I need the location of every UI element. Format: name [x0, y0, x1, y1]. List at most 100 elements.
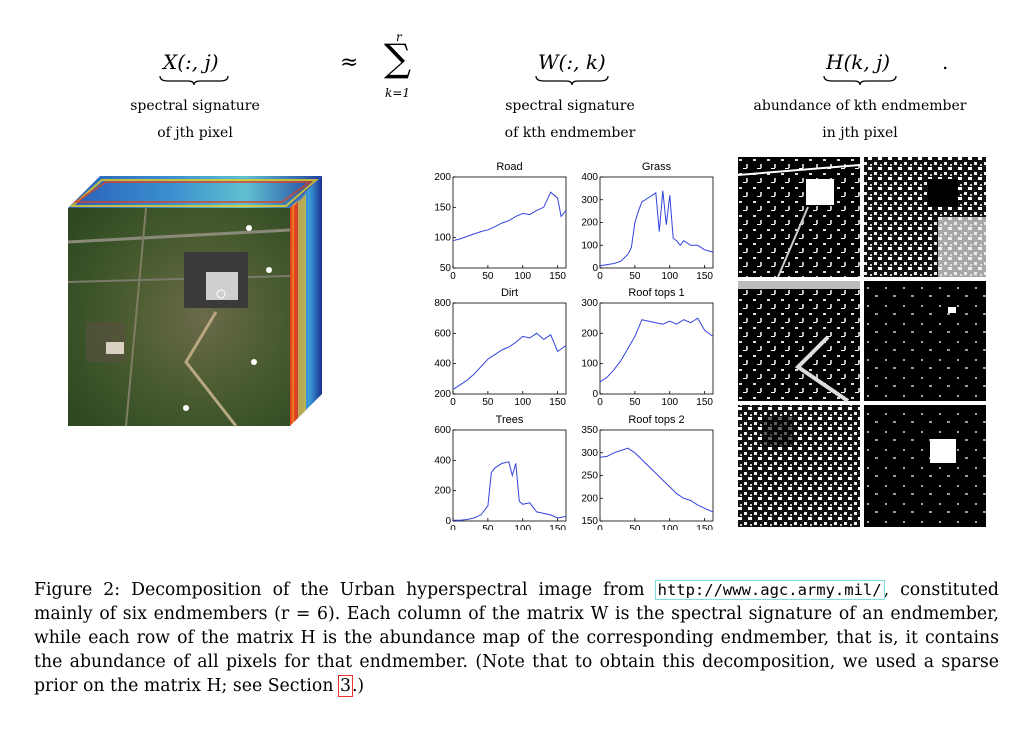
equation-period: .: [942, 50, 949, 74]
x-tick-label: 50: [629, 397, 641, 408]
approx-symbol: ≈: [340, 50, 359, 75]
abundance-map-trees: [738, 405, 860, 527]
x-tick-label: 100: [661, 271, 678, 282]
x-tick-label: 50: [482, 271, 494, 282]
chart-title: Trees: [496, 414, 524, 426]
chart-title: Road: [496, 161, 522, 173]
abundance-map-roof-tops-1: [864, 281, 986, 401]
x-tick-label: 0: [450, 524, 456, 530]
y-tick-label: 400: [434, 455, 451, 466]
spectral-line: [452, 191, 567, 242]
y-tick-label: 300: [581, 195, 598, 206]
y-tick-label: 350: [581, 425, 598, 436]
chart-frame: [452, 302, 567, 395]
y-tick-label: 300: [581, 298, 598, 309]
h-label-line-1: abundance of kth endmember: [753, 98, 967, 114]
spectral-line: [452, 332, 567, 390]
caption-suffix: .): [351, 676, 365, 696]
cube-top-face: [68, 176, 322, 208]
chart-roof-tops-2: Roof tops 2 0 50 100 150 150 200 250 300 350: [581, 414, 713, 530]
y-tick-label: 800: [434, 298, 451, 309]
y-tick-label: 200: [581, 493, 598, 504]
chart-frame: [599, 429, 714, 522]
sum-upper-limit: r: [396, 30, 402, 44]
x-tick-label: 0: [450, 397, 456, 408]
x-tick-label: 50: [482, 524, 494, 530]
figure-caption: Figure 2: Decomposition of the Urban hyp…: [34, 578, 999, 698]
caption-url-link[interactable]: http://www.agc.army.mil/: [654, 580, 885, 600]
y-tick-label: 200: [581, 328, 598, 339]
x-tick-label: 150: [549, 271, 566, 282]
h-label-line-2: in jth pixel: [822, 125, 898, 141]
abundance-map-road: [738, 157, 860, 277]
x-tick-label: 0: [597, 397, 603, 408]
x-tick-label: 100: [661, 397, 678, 408]
y-tick-label: 400: [434, 359, 451, 370]
x-tick-label: 150: [549, 524, 566, 530]
y-tick-label: 50: [440, 263, 452, 274]
caption-body: , constituted mainly of six endmembers (…: [34, 580, 999, 696]
chart-grass: Grass 0 50 100 150 0 100 200 300 400: [581, 161, 713, 282]
x-tick-label: 150: [696, 524, 713, 530]
equation-w-term: W(:, k): [538, 50, 606, 74]
x-tick-label: 150: [696, 397, 713, 408]
y-tick-label: 200: [434, 486, 451, 497]
underbrace-h: [823, 75, 897, 86]
y-tick-label: 150: [581, 516, 598, 527]
x-tick-label: 50: [629, 271, 641, 282]
chart-title: Roof tops 2: [628, 414, 684, 426]
spectral-line: [599, 190, 714, 267]
x-tick-label: 0: [597, 524, 603, 530]
y-tick-label: 200: [434, 172, 451, 183]
x-tick-label: 100: [514, 524, 531, 530]
sum-lower-limit: k=1: [385, 86, 410, 100]
chart-frame: [599, 302, 714, 395]
hyperspectral-cube: [67, 176, 322, 427]
lhs-label-line-2: of jth pixel: [157, 125, 233, 141]
abundance-map-dirt: [738, 281, 860, 401]
y-tick-label: 0: [445, 516, 451, 527]
chart-trees: Trees 0 50 100 150 0 200 400 600: [434, 414, 566, 530]
caption-prefix: Figure 2: Decomposition of the Urban hyp…: [34, 580, 656, 600]
x-tick-label: 0: [597, 271, 603, 282]
spectral-line: [453, 461, 567, 521]
y-tick-label: 600: [434, 425, 451, 436]
x-tick-label: 50: [629, 524, 641, 530]
x-tick-label: 100: [514, 397, 531, 408]
y-tick-label: 150: [434, 202, 451, 213]
chart-frame: [452, 429, 567, 522]
y-tick-label: 200: [434, 389, 451, 400]
x-tick-label: 0: [450, 271, 456, 282]
spectral-line: [599, 447, 714, 513]
y-tick-label: 0: [592, 263, 598, 274]
caption-section-ref-link[interactable]: 3: [337, 675, 353, 697]
y-tick-label: 600: [434, 328, 451, 339]
underbrace-w: [535, 75, 609, 86]
abundance-map-roof-tops-2: [864, 405, 986, 527]
abundance-maps: [738, 157, 986, 527]
x-tick-label: 100: [661, 524, 678, 530]
y-tick-label: 100: [581, 359, 598, 370]
chart-frame: [452, 176, 567, 269]
y-tick-label: 0: [592, 389, 598, 400]
chart-title: Dirt: [501, 287, 518, 299]
w-label-line-1: spectral signature: [505, 98, 635, 114]
x-tick-label: 150: [549, 397, 566, 408]
aerial-image: [68, 208, 290, 426]
x-tick-label: 100: [514, 271, 531, 282]
lhs-label-line-1: spectral signature: [130, 98, 260, 114]
y-tick-label: 200: [581, 218, 598, 229]
chart-dirt: Dirt 0 50 100 150 200 400 600 800: [434, 287, 566, 408]
y-tick-label: 400: [581, 172, 598, 183]
x-tick-label: 50: [482, 397, 494, 408]
equation-h-term: H(k, j): [826, 50, 891, 74]
chart-frame: [599, 176, 714, 269]
spectral-line: [599, 317, 714, 383]
y-tick-label: 300: [581, 448, 598, 459]
y-tick-label: 100: [434, 233, 451, 244]
x-tick-label: 150: [696, 271, 713, 282]
chart-title: Grass: [642, 161, 672, 173]
underbrace-lhs: [159, 75, 229, 86]
chart-title: Roof tops 1: [628, 287, 684, 299]
